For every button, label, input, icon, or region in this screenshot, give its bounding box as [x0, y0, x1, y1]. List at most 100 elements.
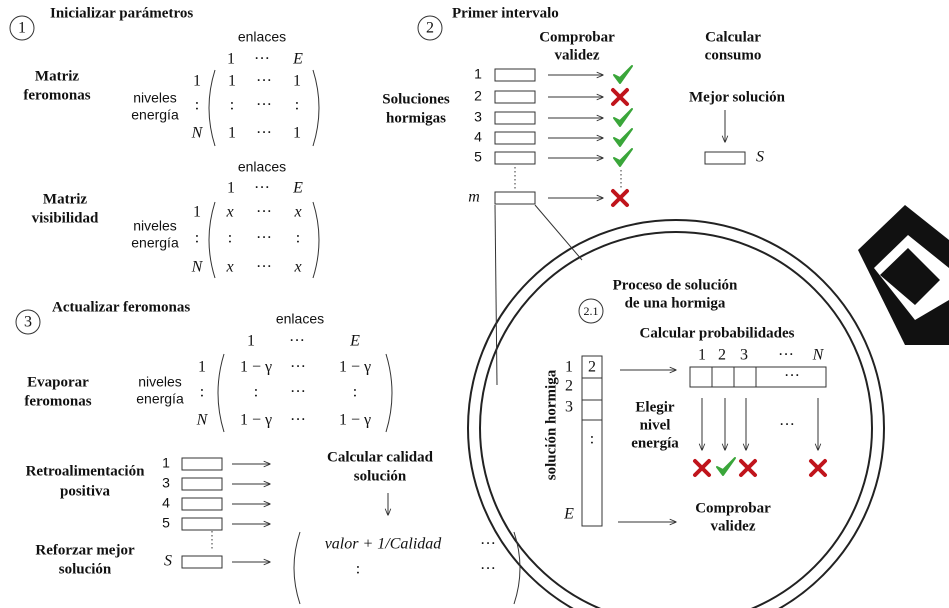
vector-row: E	[563, 506, 574, 523]
matrix-cell: 1 − γ	[339, 412, 371, 429]
step-badge	[417, 15, 443, 41]
matrix-label: Evaporar	[27, 374, 89, 390]
probability-cell	[711, 366, 735, 388]
level-dots: ···	[784, 368, 800, 385]
matrix-cell: ···	[256, 97, 272, 114]
best-symbol: S	[164, 553, 172, 570]
consumption-header: Calcular	[705, 29, 761, 45]
feedback-label: Retroalimentación	[26, 463, 146, 479]
check-icon	[613, 108, 633, 127]
step-title: Inicializar parámetros	[50, 5, 193, 21]
vector-row: 1	[565, 359, 573, 376]
cross-icon	[611, 88, 629, 106]
columns-title: enlaces	[238, 159, 286, 175]
feedback-label: positiva	[60, 483, 111, 499]
column-label: 1	[247, 333, 255, 350]
ant-index: m	[468, 189, 480, 206]
row-label: 1	[193, 73, 201, 90]
matrix-cell: :	[296, 230, 300, 247]
matrix-cell: ···	[256, 259, 272, 276]
matrix-cell: x	[225, 204, 233, 221]
matrix-cell: 1 − γ	[240, 359, 272, 376]
probability-cell	[755, 366, 827, 388]
matrix-cell: ···	[290, 359, 306, 376]
cross-icon	[809, 459, 827, 477]
matrix-label: feromonas	[23, 87, 90, 103]
step-badge	[15, 309, 41, 335]
column-label: 1	[227, 51, 235, 68]
bracket	[385, 353, 393, 433]
step-title: Primer intervalo	[452, 5, 559, 21]
consumption-header: consumo	[705, 47, 762, 63]
row-label: :	[200, 384, 204, 401]
level-label: N	[812, 347, 825, 364]
ant-index: 5	[474, 149, 482, 165]
check-header: Comprobar	[539, 29, 615, 45]
rows-title: niveles	[138, 374, 182, 390]
vector-dots: :	[590, 431, 594, 448]
subprocess-title: de una hormiga	[625, 295, 726, 311]
rows-title: niveles	[133, 90, 177, 106]
matrix-label: visibilidad	[32, 210, 99, 226]
level-label: ···	[778, 347, 794, 364]
ant-index: 4	[474, 129, 482, 145]
probabilities-label: Calcular probabilidades	[640, 325, 795, 341]
step-number: 2	[426, 20, 434, 37]
matrix-cell: ···	[256, 73, 272, 90]
cross-icon	[611, 189, 629, 207]
ant-index: 1	[162, 455, 170, 471]
matrix-cell: 1 − γ	[339, 359, 371, 376]
bracket	[513, 531, 521, 605]
reinforce-label: Reforzar mejor	[35, 542, 135, 558]
ant-box	[181, 457, 223, 471]
rows-title: energía	[136, 391, 184, 407]
matrix-cell: :	[356, 561, 360, 578]
column-label: E	[292, 51, 303, 68]
vector-row: 2	[565, 378, 573, 395]
best-box	[181, 555, 223, 569]
check-icon	[613, 65, 633, 84]
choose-label: Elegir	[635, 399, 674, 415]
ant-index: 5	[162, 515, 170, 531]
validity-label: validez	[711, 518, 756, 534]
matrix-cell: 1	[293, 125, 301, 142]
ant-index: 3	[474, 109, 482, 125]
ant-box	[494, 90, 536, 104]
best-symbol: S	[756, 149, 764, 166]
column-label: ···	[254, 51, 270, 68]
bracket	[312, 201, 320, 279]
matrix-label: feromonas	[24, 393, 91, 409]
column-label: ···	[254, 180, 270, 197]
level-label: 1	[698, 347, 706, 364]
step-badge	[9, 15, 35, 41]
reinforce-label: solución	[59, 561, 112, 577]
column-label: ···	[289, 333, 305, 350]
row-label: N	[191, 125, 204, 142]
matrix-cell: x	[225, 259, 233, 276]
matrix-cell: 1	[228, 125, 236, 142]
matrix-label: Matriz	[35, 68, 79, 84]
ant-box	[181, 477, 223, 491]
check-icon	[716, 457, 736, 476]
ant-box	[494, 191, 536, 205]
matrix-cell: :	[254, 384, 258, 401]
row-label: N	[196, 412, 209, 429]
step-number: 2.1	[584, 304, 599, 318]
step-number: 3	[24, 314, 32, 331]
vector-row: 3	[565, 399, 573, 416]
choose-label: nivel	[640, 417, 671, 433]
columns-title: enlaces	[276, 311, 324, 327]
matrix-cell: ···	[290, 412, 306, 429]
matrix-cell: ···	[290, 384, 306, 401]
matrix-cell: 1	[228, 73, 236, 90]
rows-title: energía	[131, 107, 179, 123]
probability-cell	[689, 366, 713, 388]
choose-label: energía	[631, 435, 679, 451]
validity-label: Comprobar	[695, 500, 771, 516]
row-label: 1	[198, 359, 206, 376]
ant-index: 3	[162, 475, 170, 491]
ant-box	[494, 68, 536, 82]
ant-box	[181, 497, 223, 511]
matrix-cell: ···	[256, 230, 272, 247]
matrix-cell: ···	[256, 125, 272, 142]
